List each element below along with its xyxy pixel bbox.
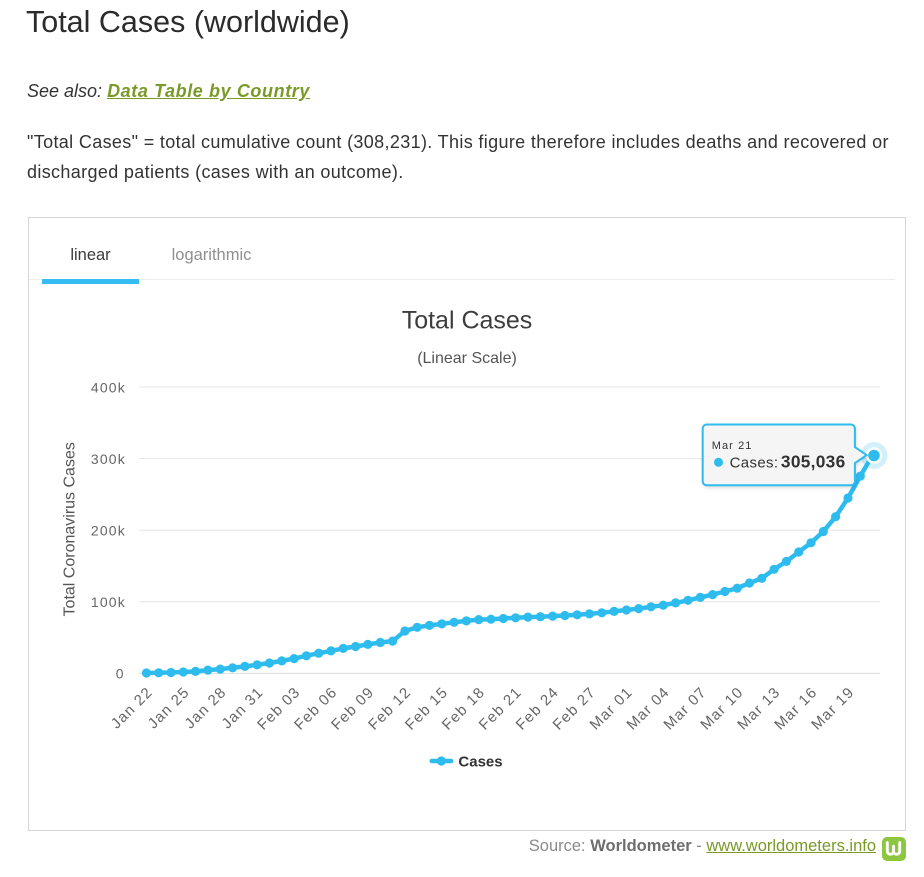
svg-text:300k: 300k — [91, 451, 126, 467]
svg-text:400k: 400k — [91, 379, 126, 395]
svg-text:100k: 100k — [91, 594, 126, 610]
svg-text:Total Coronavirus Cases: Total Coronavirus Cases — [61, 442, 78, 616]
svg-text:0: 0 — [116, 666, 125, 682]
svg-text:Cases: Cases — [458, 753, 502, 770]
svg-text:(Linear Scale): (Linear Scale) — [417, 350, 517, 367]
svg-text:Cases: 305,036: Cases: 305,036 — [730, 451, 846, 471]
svg-text:200k: 200k — [91, 523, 126, 539]
svg-text:Total Cases: Total Cases — [402, 306, 533, 334]
svg-text:Mar 21: Mar 21 — [712, 440, 753, 452]
